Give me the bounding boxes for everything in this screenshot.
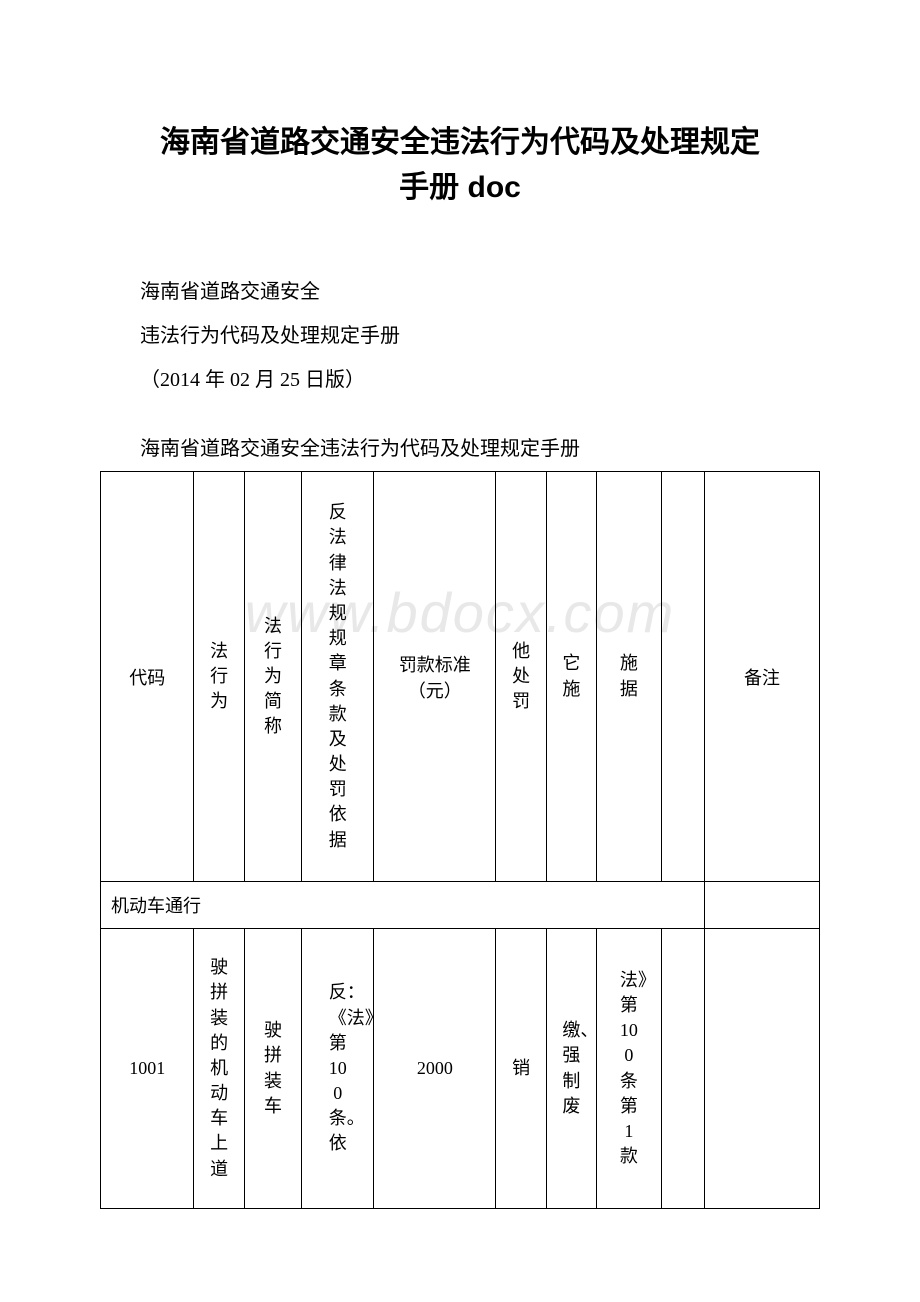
table-section-row: 机动车通行	[101, 882, 820, 929]
cell-code: 1001	[101, 929, 194, 1209]
title-line-2: 手册 doc	[100, 165, 820, 210]
hdr-other-punish: 他处罚	[496, 472, 546, 882]
cell-other-measure: 缴、强制废	[546, 929, 596, 1209]
hdr-measure-basis: 施据	[597, 472, 662, 882]
table-row: 1001 驶拼装的机动车上道 驶拼装车 反：《法》第100条。依 2000 销 …	[101, 929, 820, 1209]
cell-col9	[661, 929, 704, 1209]
hdr-code: 代码	[101, 472, 194, 882]
cell-behavior: 驶拼装的机动车上道	[194, 929, 244, 1209]
hdr-col9	[661, 472, 704, 882]
intro-block: 海南省道路交通安全 违法行为代码及处理规定手册 （2014 年 02 月 25 …	[140, 270, 820, 402]
hdr-other-measure: 它施	[546, 472, 596, 882]
cell-fine-standard: 2000	[374, 929, 496, 1209]
cell-measure-basis: 法》第100条第1款	[597, 929, 662, 1209]
hdr-fine-standard: 罚款标准（元）	[374, 472, 496, 882]
cell-other-punish: 销	[496, 929, 546, 1209]
table-header-row: 代码 法行为 法行为简称 反法律法规规章条款及处罚依据 罚款标准（元） 他处罚 …	[101, 472, 820, 882]
intro-line: （2014 年 02 月 25 日版）	[140, 358, 820, 402]
hdr-behavior: 法行为	[194, 472, 244, 882]
cell-remark	[704, 929, 819, 1209]
title-line-1: 海南省道路交通安全违法行为代码及处理规定	[100, 120, 820, 165]
table-subtitle: 海南省道路交通安全违法行为代码及处理规定手册	[140, 432, 820, 461]
section-empty	[704, 882, 819, 929]
hdr-legal-basis: 反法律法规规章条款及处罚依据	[302, 472, 374, 882]
document-page: 海南省道路交通安全违法行为代码及处理规定 手册 doc 海南省道路交通安全 违法…	[0, 0, 920, 1209]
cell-short-name: 驶拼装车	[244, 929, 302, 1209]
hdr-remark: 备注	[704, 472, 819, 882]
violation-table: 代码 法行为 法行为简称 反法律法规规章条款及处罚依据 罚款标准（元） 他处罚 …	[100, 471, 820, 1209]
hdr-short-name: 法行为简称	[244, 472, 302, 882]
intro-line: 海南省道路交通安全	[140, 270, 820, 314]
page-title: 海南省道路交通安全违法行为代码及处理规定 手册 doc	[100, 120, 820, 210]
cell-legal-basis: 反：《法》第100条。依	[302, 929, 374, 1209]
section-label: 机动车通行	[101, 882, 705, 929]
intro-line: 违法行为代码及处理规定手册	[140, 314, 820, 358]
